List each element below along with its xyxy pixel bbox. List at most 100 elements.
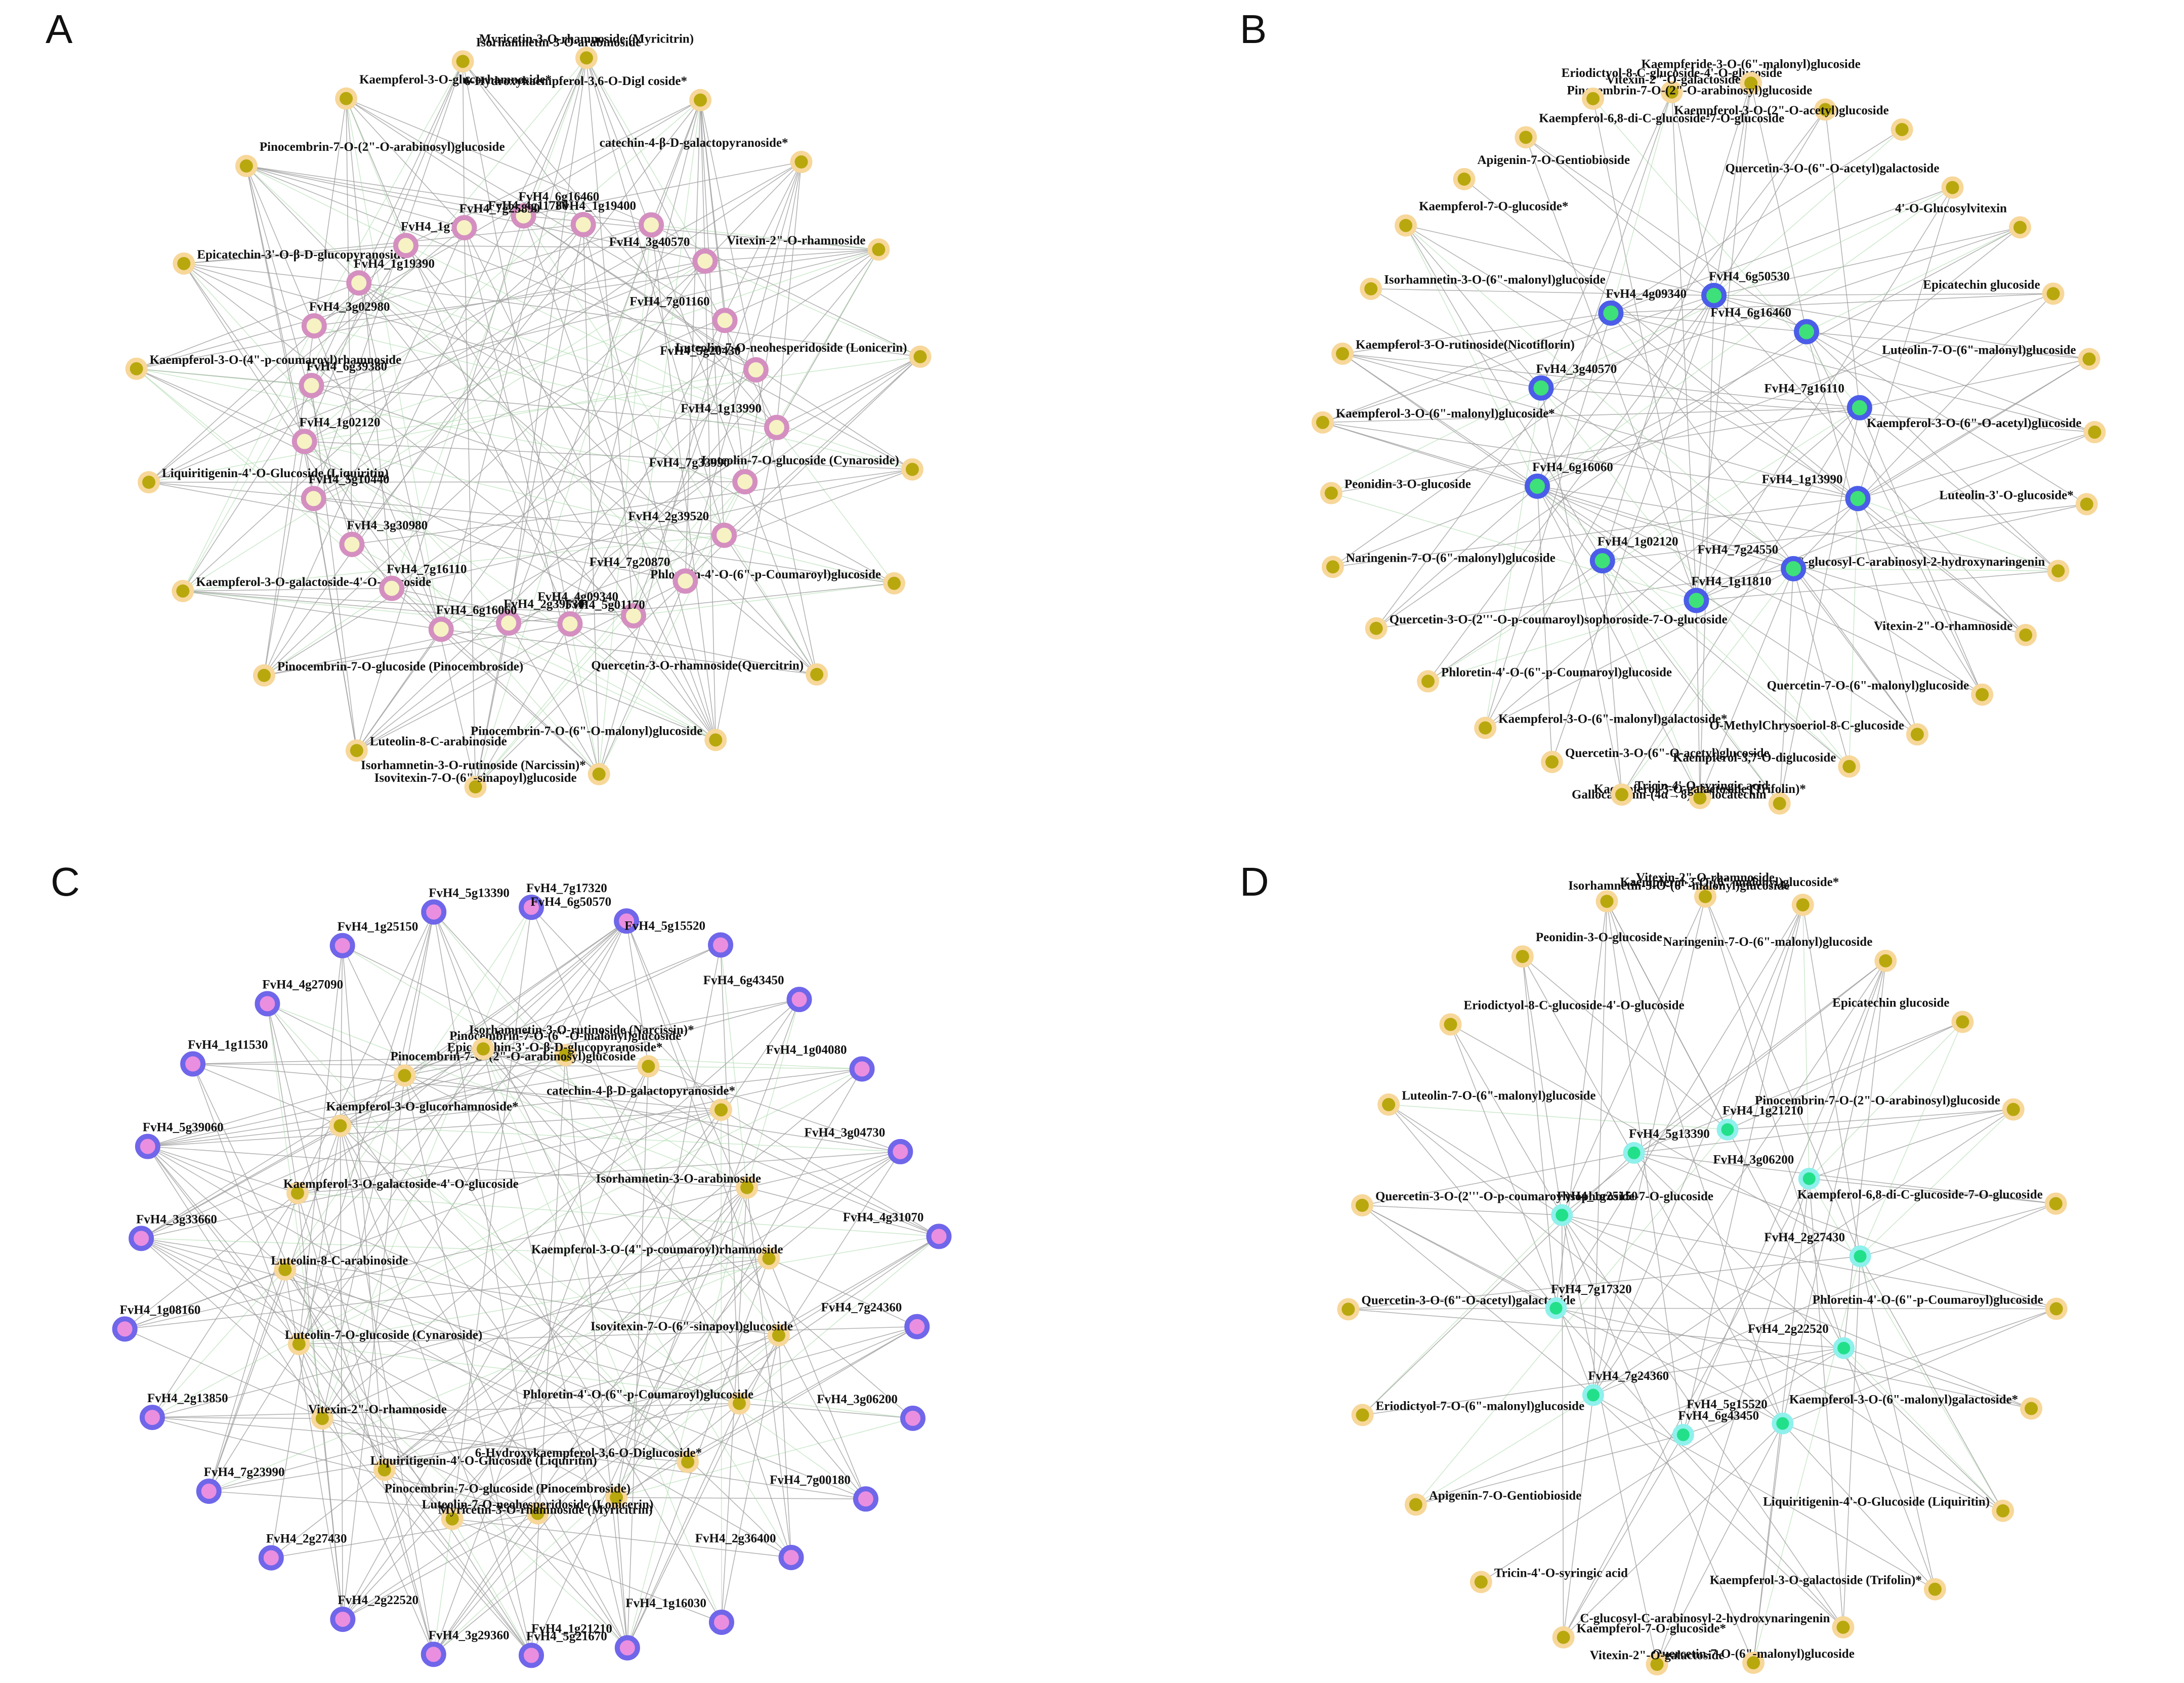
gene-node[interactable] xyxy=(614,908,640,934)
metabolite-node[interactable] xyxy=(257,668,271,682)
metabolite-node[interactable] xyxy=(1336,347,1350,361)
metabolite-node[interactable] xyxy=(1516,950,1529,963)
gene-node[interactable] xyxy=(112,1316,138,1342)
gene-node[interactable] xyxy=(888,1139,913,1164)
gene-node[interactable] xyxy=(329,933,355,958)
metabolite-node[interactable] xyxy=(810,667,824,681)
gene-node[interactable] xyxy=(1598,300,1624,326)
metabolite-node[interactable] xyxy=(1355,1199,1369,1212)
gene-node[interactable] xyxy=(339,531,365,557)
metabolite-node[interactable] xyxy=(905,462,919,476)
metabolite-node[interactable] xyxy=(456,55,470,68)
gene-node[interactable] xyxy=(135,1133,160,1159)
metabolite-node[interactable] xyxy=(278,1263,292,1276)
metabolite-node[interactable] xyxy=(610,1491,623,1504)
gene-node[interactable] xyxy=(1525,473,1550,499)
metabolite-node[interactable] xyxy=(1444,1018,1457,1031)
metabolite-node[interactable] xyxy=(1796,898,1810,912)
metabolite-node[interactable] xyxy=(2049,1197,2063,1210)
gene-node[interactable] xyxy=(1781,556,1807,581)
gene-node[interactable] xyxy=(451,215,477,240)
metabolite-node[interactable] xyxy=(1519,131,1533,144)
gene-node[interactable] xyxy=(496,610,522,636)
gene-node[interactable] xyxy=(1798,1167,1820,1190)
gene-node[interactable] xyxy=(708,932,734,958)
metabolite-node[interactable] xyxy=(1819,103,1832,116)
metabolite-node[interactable] xyxy=(469,780,482,794)
gene-node[interactable] xyxy=(1701,282,1727,308)
gene-node[interactable] xyxy=(764,414,789,440)
gene-node[interactable] xyxy=(673,568,698,594)
metabolite-node[interactable] xyxy=(592,767,606,781)
gene-node[interactable] xyxy=(743,357,769,383)
metabolite-node[interactable] xyxy=(872,243,886,257)
metabolite-node[interactable] xyxy=(1615,788,1628,802)
metabolite-node[interactable] xyxy=(1586,92,1600,105)
metabolite-node[interactable] xyxy=(333,1119,347,1132)
metabolite-node[interactable] xyxy=(2025,1402,2038,1415)
metabolite-node[interactable] xyxy=(1879,954,1893,967)
metabolite-node[interactable] xyxy=(714,1103,728,1117)
metabolite-node[interactable] xyxy=(130,362,143,375)
metabolite-node[interactable] xyxy=(1842,760,1856,773)
gene-node[interactable] xyxy=(301,486,326,512)
metabolite-node[interactable] xyxy=(142,476,156,489)
gene-node[interactable] xyxy=(849,1056,875,1082)
gene-node[interactable] xyxy=(379,575,405,601)
gene-node[interactable] xyxy=(1849,1245,1871,1268)
gene-node[interactable] xyxy=(421,899,447,925)
metabolite-node[interactable] xyxy=(1928,1582,1942,1596)
metabolite-node[interactable] xyxy=(2049,1302,2063,1316)
gene-node[interactable] xyxy=(1672,1423,1694,1446)
metabolite-node[interactable] xyxy=(2046,287,2060,301)
gene-node[interactable] xyxy=(1684,587,1709,613)
metabolite-node[interactable] xyxy=(177,257,191,270)
metabolite-node[interactable] xyxy=(292,1337,306,1351)
metabolite-node[interactable] xyxy=(913,350,927,363)
metabolite-node[interactable] xyxy=(794,155,808,169)
gene-node[interactable] xyxy=(393,233,418,259)
gene-node[interactable] xyxy=(712,308,738,333)
gene-node[interactable] xyxy=(1716,1118,1739,1141)
gene-node[interactable] xyxy=(1582,1384,1604,1406)
gene-node[interactable] xyxy=(900,1405,926,1431)
gene-node[interactable] xyxy=(301,313,327,339)
metabolite-node[interactable] xyxy=(350,744,363,758)
gene-node[interactable] xyxy=(258,1545,284,1571)
metabolite-node[interactable] xyxy=(1341,1302,1355,1316)
gene-node[interactable] xyxy=(1528,375,1554,401)
metabolite-node[interactable] xyxy=(681,1455,695,1469)
metabolite-node[interactable] xyxy=(2082,352,2096,366)
metabolite-node[interactable] xyxy=(2006,1103,2020,1116)
metabolite-node[interactable] xyxy=(1910,728,1924,741)
gene-node[interactable] xyxy=(196,1478,222,1504)
metabolite-node[interactable] xyxy=(1356,1408,1369,1422)
gene-node[interactable] xyxy=(926,1224,952,1249)
gene-node[interactable] xyxy=(511,203,536,229)
gene-node[interactable] xyxy=(692,248,718,274)
metabolite-node[interactable] xyxy=(1364,282,1378,296)
gene-node[interactable] xyxy=(1545,1297,1567,1319)
metabolite-node[interactable] xyxy=(1369,621,1383,635)
metabolite-node[interactable] xyxy=(445,1512,459,1526)
gene-node[interactable] xyxy=(1833,1337,1855,1359)
metabolite-node[interactable] xyxy=(1399,219,1413,232)
metabolite-node[interactable] xyxy=(398,1069,411,1082)
metabolite-node[interactable] xyxy=(1474,1575,1488,1589)
metabolite-node[interactable] xyxy=(340,92,353,105)
metabolite-node[interactable] xyxy=(1747,1656,1760,1670)
metabolite-node[interactable] xyxy=(291,1186,305,1200)
metabolite-node[interactable] xyxy=(315,1412,329,1425)
metabolite-node[interactable] xyxy=(1650,1658,1664,1671)
metabolite-node[interactable] xyxy=(1956,1015,1969,1029)
metabolite-node[interactable] xyxy=(642,1060,655,1073)
gene-node[interactable] xyxy=(421,1642,446,1667)
metabolite-node[interactable] xyxy=(1324,486,1338,500)
gene-node[interactable] xyxy=(786,987,812,1013)
metabolite-node[interactable] xyxy=(1895,122,1909,136)
gene-node[interactable] xyxy=(639,212,664,238)
gene-node[interactable] xyxy=(570,212,596,237)
metabolite-node[interactable] xyxy=(2019,628,2033,642)
gene-node[interactable] xyxy=(346,270,372,296)
metabolite-node[interactable] xyxy=(762,1251,776,1265)
